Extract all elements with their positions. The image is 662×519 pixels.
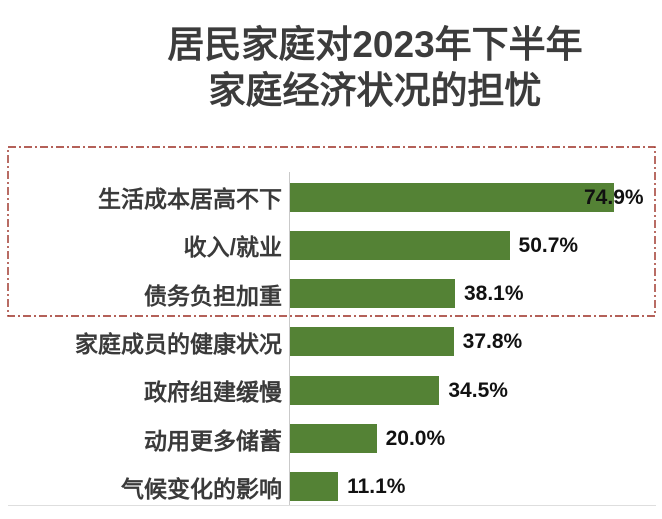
- bar: [290, 327, 454, 357]
- bar: [290, 182, 615, 212]
- category-label: 债务负担加重: [144, 282, 282, 309]
- bar-track: 50.7%: [290, 230, 656, 260]
- category-label: 生活成本居高不下: [98, 186, 282, 212]
- bar-track: 38.1%: [290, 279, 656, 309]
- value-label: 50.7%: [518, 233, 579, 257]
- bar-track: 74.9%: [290, 182, 656, 212]
- bar-row: 家庭成员的健康状况 37.8%: [0, 318, 656, 366]
- category-label: 气候变化的影响: [121, 475, 282, 502]
- bar: [290, 230, 510, 260]
- value-label: 20.0%: [385, 427, 446, 451]
- category-label: 收入/就业: [183, 234, 282, 261]
- category-label: 家庭成员的健康状况: [75, 330, 282, 357]
- bar-row: 收入/就业 50.7%: [0, 221, 656, 269]
- bar-track: 34.5%: [290, 375, 656, 405]
- x-axis-line: [8, 505, 656, 506]
- category-label: 政府组建缓慢: [144, 379, 282, 406]
- chart-title-line1: 居民家庭对2023年下半年: [167, 24, 583, 65]
- value-label: 34.5%: [448, 378, 508, 402]
- bar: [290, 279, 455, 309]
- value-label: 37.8%: [462, 330, 523, 354]
- bar: [290, 424, 377, 454]
- bar-row: 政府组建缓慢 34.5%: [0, 366, 656, 414]
- bar-track: 20.0%: [290, 424, 656, 454]
- category-label: 动用更多储蓄: [144, 427, 282, 454]
- value-label: 38.1%: [463, 282, 524, 306]
- bar-row: 生活成本居高不下 74.9%: [0, 173, 656, 221]
- bar: [290, 472, 339, 502]
- value-label: 74.9%: [584, 185, 644, 209]
- bar-track: 37.8%: [290, 327, 656, 357]
- bar: [290, 375, 440, 405]
- bar-row: 动用更多储蓄 20.0%: [0, 415, 656, 463]
- value-label: 11.1%: [347, 475, 406, 499]
- chart-title-line2: 家庭经济状况的担忧: [208, 70, 542, 111]
- bar-row: 气候变化的影响 11.1%: [0, 463, 656, 511]
- y-axis-line: [289, 172, 290, 505]
- bar-track: 11.1%: [290, 472, 656, 502]
- chart-title: 居民家庭对2023年下半年 家庭经济状况的担忧: [88, 22, 662, 114]
- bar-row: 债务负担加重 38.1%: [0, 270, 656, 318]
